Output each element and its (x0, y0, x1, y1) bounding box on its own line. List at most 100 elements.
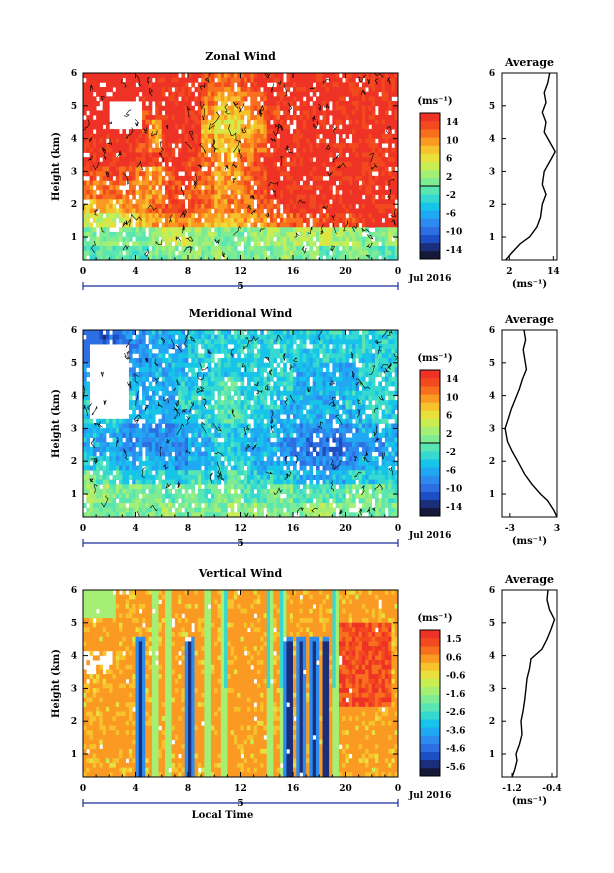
heatmap-cell (332, 245, 337, 252)
heatmap-cell (96, 73, 100, 79)
heatmap-cell (204, 189, 209, 195)
heatmap-cell (348, 339, 353, 345)
heatmap-cell (365, 138, 369, 144)
heatmap-cell (138, 367, 143, 373)
heatmap-cell (388, 208, 392, 214)
heatmap-cell (155, 334, 159, 340)
heatmap-cell (273, 147, 277, 153)
zero-contour (272, 126, 283, 137)
heatmap-cell (312, 199, 317, 205)
heatmap-cell (151, 194, 156, 200)
heatmap-cell (178, 77, 182, 83)
heatmap-cell (148, 217, 153, 223)
heatmap-cell (233, 203, 238, 209)
heatmap-cell (338, 348, 343, 354)
heatmap-cell (165, 119, 169, 125)
heatmap-cell (283, 91, 287, 97)
heatmap-cell (315, 367, 320, 373)
heatmap-cell (86, 348, 90, 354)
zero-contour (361, 89, 366, 96)
heatmap-cell (155, 400, 159, 406)
heatmap-cell (178, 367, 182, 373)
heatmap-cell (119, 161, 123, 167)
heatmap-cell (132, 77, 136, 83)
heatmap-cell (283, 194, 287, 200)
heatmap-cell (286, 372, 291, 378)
heatmap-cell (217, 77, 222, 83)
heatmap-cell (145, 133, 150, 139)
heatmap-cell (148, 222, 153, 228)
heatmap-cell (381, 91, 386, 97)
heatmap-cell (388, 161, 392, 167)
heatmap-cell (381, 129, 386, 135)
heatmap-cell (348, 96, 353, 102)
heatmap-cell (89, 175, 94, 181)
heatmap-cell (394, 87, 398, 93)
heatmap-cell (210, 157, 215, 163)
heatmap-cell (253, 231, 258, 238)
heatmap-cell (112, 255, 117, 260)
heatmap-cell (286, 404, 291, 410)
heatmap-cell (365, 245, 369, 252)
heatmap-cell (263, 161, 268, 167)
heatmap-cell (315, 400, 320, 406)
heatmap-cell (115, 236, 120, 242)
heatmap-cell (233, 129, 238, 135)
heatmap-cell (322, 334, 327, 340)
heatmap-cell (142, 395, 146, 401)
heatmap-cell (335, 105, 340, 111)
heatmap-cell (181, 348, 186, 354)
heatmap-cell (371, 175, 376, 181)
heatmap-cell (319, 101, 323, 107)
heatmap-cell (289, 77, 294, 83)
heatmap-cell (188, 91, 192, 97)
zero-contour (286, 145, 294, 154)
heatmap-cell (289, 358, 294, 364)
heatmap-cell (286, 376, 291, 382)
heatmap-cell (342, 330, 346, 336)
heatmap-cell (381, 133, 386, 139)
heatmap-cell (132, 91, 136, 97)
heatmap-cell (276, 348, 281, 354)
heatmap-cell (378, 390, 382, 396)
heatmap-cell (338, 231, 343, 238)
heatmap-cell (207, 73, 212, 79)
heatmap-cell (204, 87, 209, 93)
heatmap-cell (161, 194, 166, 200)
heatmap-cell (352, 250, 356, 256)
heatmap-cell (115, 166, 120, 172)
heatmap-cell (384, 124, 389, 130)
heatmap-cell (178, 334, 182, 340)
heatmap-cell (260, 395, 264, 401)
heatmap-cell (138, 236, 143, 242)
heatmap-cell (260, 400, 264, 406)
heatmap-cell (293, 87, 297, 93)
heatmap-cell (174, 175, 179, 181)
heatmap-cell (279, 400, 284, 406)
heatmap-cell (151, 217, 156, 223)
heatmap-cell (201, 208, 205, 214)
heatmap-cell (256, 152, 261, 158)
heatmap-cell (201, 344, 205, 350)
heatmap-cell (181, 180, 186, 186)
heatmap-cell (105, 110, 110, 116)
heatmap-cell (230, 199, 235, 205)
heatmap-cell (188, 339, 192, 345)
heatmap-cell (158, 147, 163, 153)
heatmap-cell (302, 143, 307, 149)
heatmap-cell (178, 119, 182, 125)
heatmap-cell (306, 376, 310, 382)
heatmap-cell (151, 213, 156, 219)
heatmap-cell (217, 386, 222, 392)
heatmap-cell (201, 199, 205, 205)
heatmap-cell (197, 87, 202, 93)
heatmap-cell (145, 91, 150, 97)
heatmap-cell (342, 367, 346, 373)
heatmap-cell (319, 180, 323, 186)
heatmap-cell (207, 217, 212, 223)
heatmap-cell (322, 358, 327, 364)
heatmap-cell (171, 330, 176, 336)
heatmap-cell (109, 231, 113, 238)
heatmap-cell (151, 344, 156, 350)
heatmap-cell (381, 180, 386, 186)
